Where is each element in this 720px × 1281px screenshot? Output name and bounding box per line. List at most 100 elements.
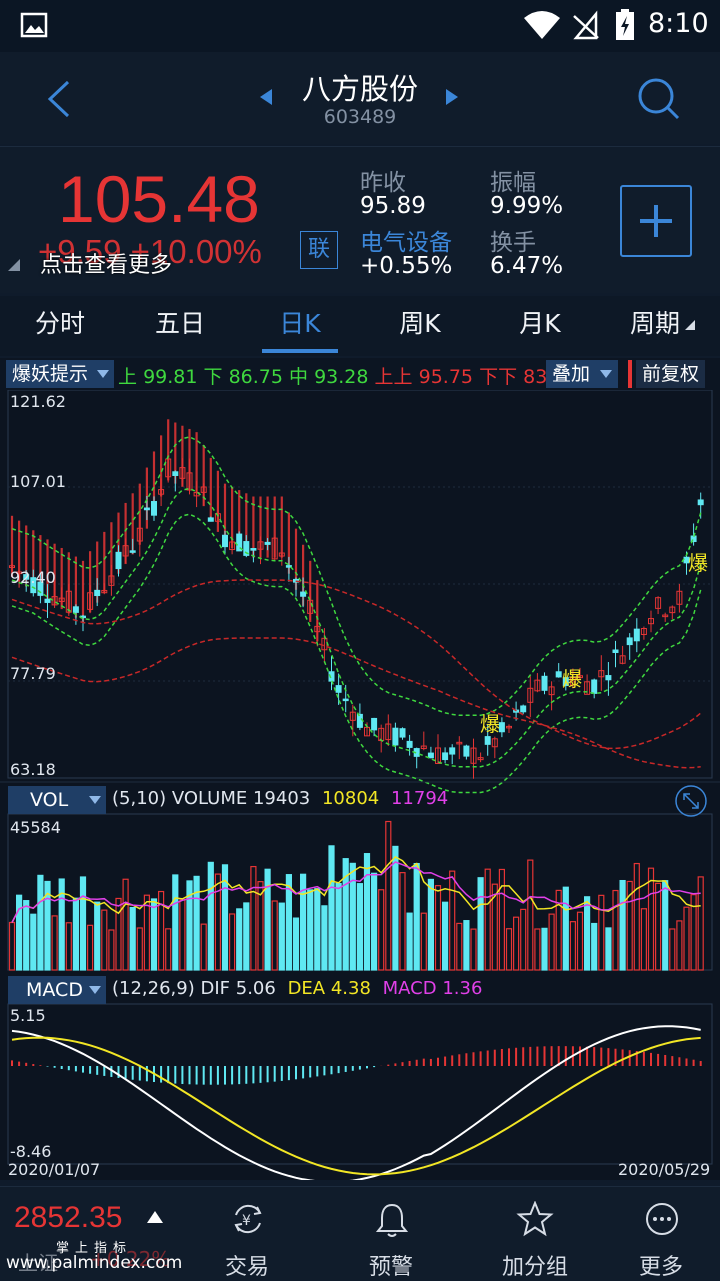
volume-bar (307, 889, 314, 971)
overlay-label: 叠加 (552, 363, 591, 385)
band-lines (11, 436, 702, 794)
volume-bar (484, 868, 491, 971)
candle-body (136, 527, 143, 542)
volume-selector[interactable]: VOL (8, 786, 106, 814)
volume-bar (491, 883, 498, 971)
candle-body (442, 752, 449, 761)
more-icon (646, 1203, 678, 1235)
volume-bar (257, 881, 264, 971)
nav-more[interactable]: 更多 (606, 1187, 716, 1281)
tab-daily-k[interactable]: 日K (279, 309, 321, 338)
link-button[interactable]: 联 (300, 231, 338, 269)
volume-bar (449, 870, 456, 971)
svg-text:¥: ¥ (242, 1213, 251, 1229)
dea-line (11, 1036, 701, 1176)
tab-fenshi[interactable]: 分时 (34, 309, 85, 338)
candle-body (129, 550, 136, 553)
volume-bar (363, 853, 371, 971)
volume-bar (633, 862, 640, 971)
volume-params: (5,10) (112, 788, 167, 809)
add-watchlist-button[interactable] (620, 185, 692, 257)
nav-alert[interactable]: 预警 (336, 1187, 446, 1281)
candle-body (236, 533, 243, 552)
search-icon[interactable] (636, 76, 682, 122)
volume-bar (72, 897, 80, 971)
volume-bar (214, 873, 221, 971)
candle-body (87, 592, 94, 610)
candle-body (122, 545, 129, 557)
candle-body (470, 747, 477, 764)
dif-line (11, 1025, 701, 1180)
amplitude-value: 9.99% (490, 193, 564, 219)
candle-body (392, 727, 399, 746)
candle-body (633, 628, 640, 642)
tab-wuri[interactable]: 五日 (154, 309, 205, 338)
volume-bar (108, 929, 115, 971)
macd-params: (12,26,9) (112, 978, 195, 999)
volume-bar (278, 902, 285, 971)
burst-marker: 爆 (688, 551, 708, 575)
index-value[interactable]: 2852.35 (14, 1201, 123, 1234)
volume-bar (186, 880, 193, 971)
volume-bar (86, 924, 94, 971)
volume-bar (548, 913, 555, 971)
volume-bar (65, 922, 72, 971)
no-signal-icon (573, 10, 599, 40)
nav-add-group[interactable]: 加分组 (480, 1187, 590, 1281)
up-arrow-icon (147, 1211, 163, 1223)
candle-body (555, 671, 562, 678)
corner-triangle-icon (8, 259, 20, 271)
candlesticks (9, 458, 704, 779)
expand-icon[interactable] (674, 784, 708, 818)
overlay-selector[interactable]: 叠加 (546, 360, 619, 388)
chart-indicator-bar: 爆妖提示 上 99.81 下 86.75 中 93.28 上上 95.75 下下… (0, 358, 720, 390)
candle-body (58, 597, 65, 603)
header: 八方股份 603489 (0, 52, 720, 144)
down-label: 下 (203, 366, 223, 388)
prev-stock-icon[interactable] (258, 88, 274, 106)
nav-trade-label: 交易 (224, 1255, 269, 1280)
candle-body (612, 649, 619, 653)
volume-bars (8, 820, 704, 971)
candle-body (30, 577, 37, 594)
macd-axis-max: 5.15 (10, 1006, 46, 1025)
upup-value: 95.75 (418, 366, 474, 388)
candle-body (435, 747, 441, 764)
plus-icon (640, 205, 672, 237)
tab-monthly-k[interactable]: 月K (519, 309, 561, 338)
more-info-tip[interactable]: 点击查看更多 (40, 253, 173, 278)
candle-body (229, 541, 236, 551)
sector-label[interactable]: 电气设备 (360, 230, 452, 256)
volume-bar (669, 928, 676, 971)
candle-body (356, 713, 363, 728)
back-icon[interactable] (44, 78, 74, 120)
volume-bar (378, 889, 385, 971)
candle-body (427, 752, 434, 759)
candle-body (271, 537, 278, 560)
volume-bar (562, 886, 569, 971)
nav-trade[interactable]: ¥ 交易 (192, 1187, 302, 1281)
tab-period[interactable]: 周期 (629, 309, 680, 338)
date-end: 2020/05/29 (618, 1160, 711, 1179)
volume-bar (143, 894, 150, 971)
indicator-selector[interactable]: 爆妖提示 (6, 360, 115, 388)
macd-selector[interactable]: MACD (8, 976, 106, 1004)
volume-bar (527, 859, 534, 971)
adjust-selector[interactable]: 前复权 (636, 360, 706, 388)
watermark-url: www.palmindex.com (6, 1253, 183, 1273)
date-start: 2020/01/07 (8, 1160, 101, 1179)
kline-chart[interactable]: 爆 爆 爆 (0, 390, 720, 1180)
next-stock-icon[interactable] (444, 88, 460, 106)
candle-body (520, 705, 527, 713)
volume-bar (392, 845, 399, 971)
candle-body (108, 575, 115, 586)
macd-histogram (11, 1046, 702, 1085)
volume-ma5-line (11, 855, 701, 923)
index-name: 上证 (18, 1251, 58, 1275)
candle-body (23, 574, 30, 580)
chart-area[interactable]: 爆 爆 爆 121.62 107.01 92.40 77.79 63.18 VO… (0, 390, 720, 1180)
volume-bar (328, 845, 335, 971)
tab-weekly-k[interactable]: 周K (399, 309, 441, 338)
volume-bar (44, 880, 51, 971)
candle-body (399, 728, 406, 738)
